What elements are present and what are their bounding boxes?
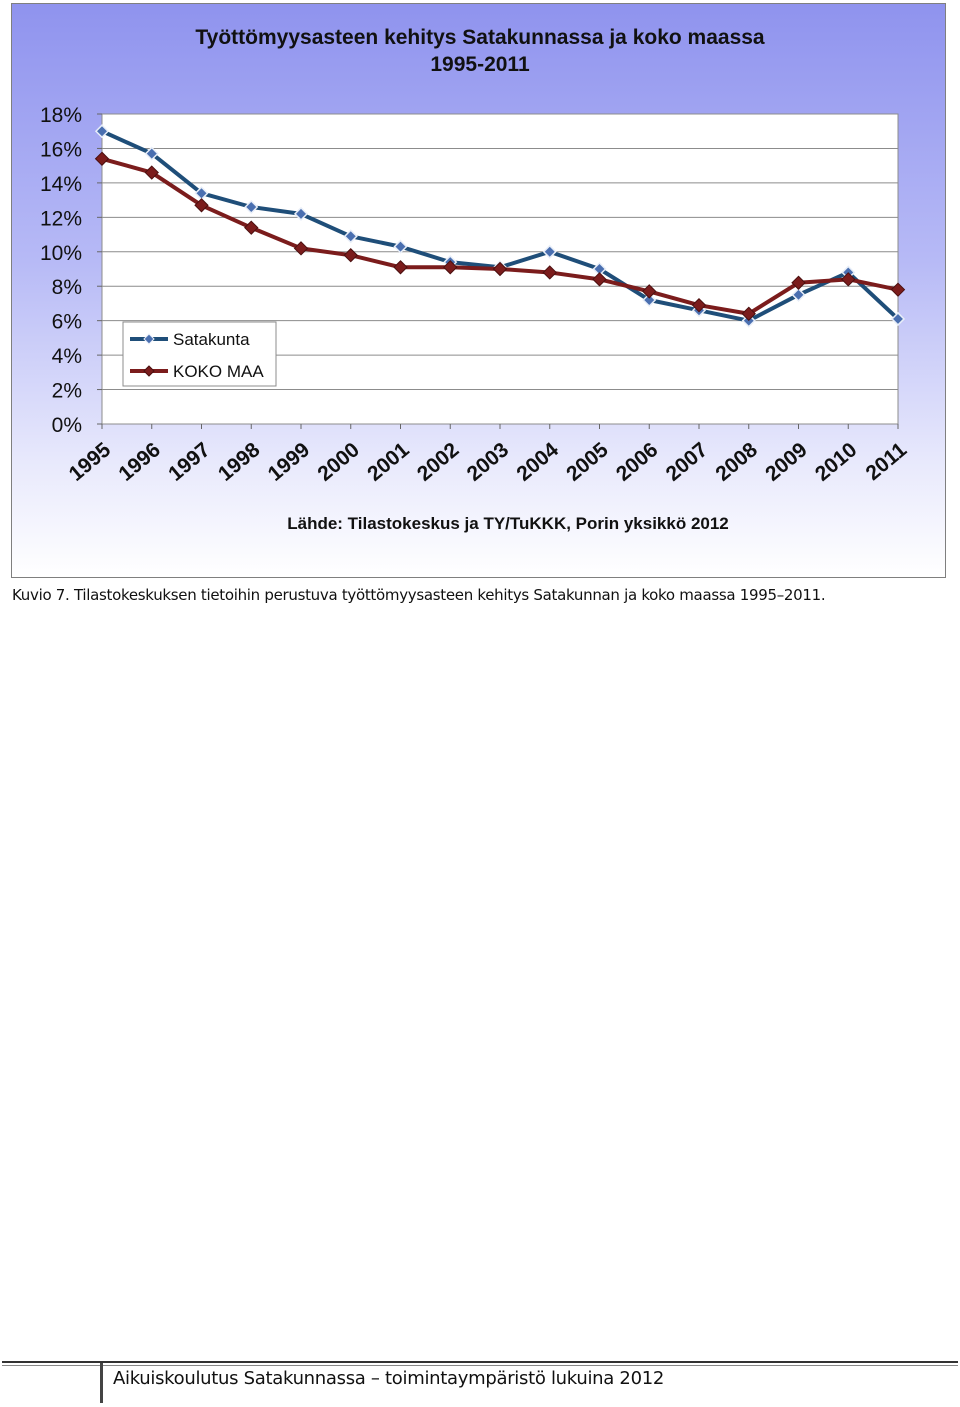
footer-bar xyxy=(100,1363,103,1403)
series-point xyxy=(492,261,508,277)
source-text: Lähde: Tilastokeskus ja TY/TuKKK, Porin … xyxy=(287,514,729,533)
y-tick-label: 8% xyxy=(52,276,82,299)
series-point xyxy=(343,229,358,244)
series-point xyxy=(144,165,159,180)
series-point xyxy=(244,220,259,235)
y-tick-label: 6% xyxy=(52,311,82,334)
x-tick-label: 2002 xyxy=(413,438,464,486)
y-tick-label: 16% xyxy=(40,138,82,161)
chart-title-line-1: Työttömyysasteen kehitys Satakunnassa ja… xyxy=(195,26,765,49)
x-tick-label: 1995 xyxy=(65,438,116,486)
footer-rule xyxy=(2,1361,958,1363)
x-tick-label: 2009 xyxy=(761,438,812,486)
x-tick-label: 1998 xyxy=(214,438,265,486)
y-tick-label: 14% xyxy=(40,173,82,196)
x-tick-label: 2010 xyxy=(811,438,862,486)
series-point xyxy=(890,311,906,327)
series-point xyxy=(293,241,309,256)
x-tick-label: 2001 xyxy=(363,438,414,486)
series-point xyxy=(642,284,657,299)
series-point xyxy=(841,272,856,287)
x-tick-label: 2007 xyxy=(662,438,713,486)
x-tick-label: 1996 xyxy=(114,438,165,486)
x-tick-label: 2000 xyxy=(313,438,364,486)
footer-text: Aikuiskoulutus Satakunnassa – toimintaym… xyxy=(113,1368,665,1389)
series-point xyxy=(94,151,110,166)
legend-marker-0 xyxy=(143,333,155,345)
series-point xyxy=(194,198,209,213)
series-point xyxy=(343,248,358,263)
x-tick-label: 2011 xyxy=(862,438,912,485)
series-point xyxy=(393,260,408,275)
y-tick-label: 4% xyxy=(52,345,82,368)
figure-caption: Kuvio 7. Tilastokeskuksen tietoihin peru… xyxy=(12,586,826,604)
x-tick-label: 2003 xyxy=(463,438,514,486)
x-tick-label: 2006 xyxy=(612,438,663,486)
x-tick-label: 2005 xyxy=(562,438,613,486)
series-point xyxy=(94,124,110,139)
series-point xyxy=(144,146,159,161)
y-tick-label: 10% xyxy=(40,242,82,265)
legend-marker-1 xyxy=(143,365,155,377)
x-tick-label: 1999 xyxy=(264,438,315,486)
chart-title-line-2: 1995-2011 xyxy=(430,53,530,76)
y-tick-label: 2% xyxy=(52,380,82,403)
x-tick-label: 1997 xyxy=(164,438,215,486)
legend-label-1: KOKO MAA xyxy=(173,362,264,381)
legend-label-0: Satakunta xyxy=(173,330,250,349)
series-point xyxy=(791,275,806,290)
footer-rule-thin xyxy=(2,1365,958,1366)
x-tick-label: 2004 xyxy=(512,438,563,486)
series-point xyxy=(443,260,458,275)
y-tick-label: 0% xyxy=(52,414,82,437)
series-point xyxy=(642,292,657,308)
series-point xyxy=(542,244,557,259)
line-chart: 0%2%4%6%8%10%12%14%16%18%1995 1996 1997 199… xyxy=(40,104,912,533)
series-point xyxy=(890,282,906,297)
series-point xyxy=(393,239,408,254)
series-point xyxy=(691,297,707,313)
y-tick-label: 12% xyxy=(40,207,82,230)
y-tick-label: 18% xyxy=(40,104,82,127)
series-point xyxy=(542,265,557,280)
chart-title: Työttömyysasteen kehitys Satakunnassa ja… xyxy=(0,24,960,78)
series-point xyxy=(293,206,309,221)
series-point xyxy=(592,272,607,287)
series-point xyxy=(741,306,756,321)
series-point xyxy=(244,199,259,215)
x-tick-label: 2008 xyxy=(711,438,762,486)
series-point xyxy=(791,287,806,302)
